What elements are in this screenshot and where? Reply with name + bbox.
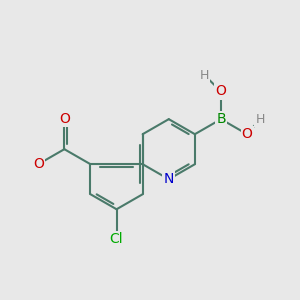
Text: O: O: [242, 127, 253, 141]
Text: H: H: [200, 69, 209, 82]
Text: H: H: [255, 113, 265, 126]
Text: O: O: [33, 157, 44, 171]
Text: O: O: [59, 112, 70, 126]
Text: B: B: [216, 112, 226, 126]
Text: N: N: [164, 172, 174, 186]
Text: Cl: Cl: [110, 232, 123, 246]
Text: O: O: [215, 84, 226, 98]
